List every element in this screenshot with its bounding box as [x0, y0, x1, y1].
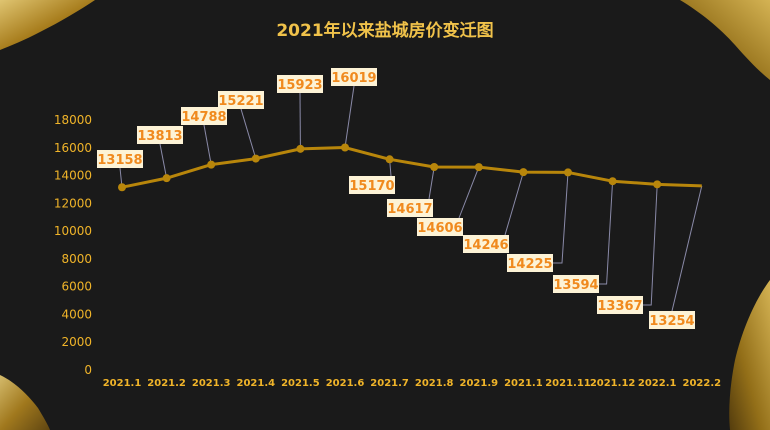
data-label-box: [417, 218, 463, 236]
data-label: 13594: [553, 278, 598, 293]
chart-title: 2021年以来盐城房价变迁图: [276, 20, 493, 41]
series-line-path: [121, 146, 702, 189]
x-tick-label: 2021.5: [281, 378, 320, 389]
y-axis: 0 2000 4000 6000 8000 10000 12000 14000 16000 180…: [54, 113, 92, 377]
label-leader-line: [671, 185, 703, 312]
x-tick-label: 2021.7: [370, 378, 409, 389]
data-label-box: [463, 235, 509, 253]
x-tick-label: 2021.2: [147, 378, 186, 389]
data-label: 13813: [137, 129, 182, 144]
x-tick-label: 2021.1: [504, 378, 543, 389]
x-tick-label: 2021.6: [326, 378, 365, 389]
data-point: [162, 174, 171, 183]
y-tick-label: 8000: [61, 252, 92, 266]
data-label-box: [649, 311, 695, 329]
data-point: [296, 144, 305, 153]
data-label: 15170: [349, 179, 394, 194]
label-leader-line: [240, 108, 257, 159]
data-label-box: [181, 107, 227, 125]
data-label: 14617: [387, 202, 432, 217]
y-tick-label: 14000: [54, 169, 92, 183]
data-label-box: [97, 150, 143, 168]
label-leader-line: [643, 184, 658, 306]
y-tick-label: 0: [84, 363, 92, 377]
label-leader-line: [504, 171, 524, 236]
data-label: 14246: [463, 238, 508, 253]
brush-top-left: [0, 0, 95, 50]
data-point: [385, 155, 394, 164]
x-tick-label: 2021.9: [460, 378, 499, 389]
x-tick-label: 2021.1: [103, 378, 142, 389]
data-label-box: [137, 126, 183, 144]
data-label-box: [597, 296, 643, 314]
data-point: [564, 168, 572, 177]
label-leader-line: [599, 181, 614, 285]
data-points: [118, 143, 662, 192]
data-point: [341, 143, 349, 152]
x-tick-label: 2022.1: [638, 378, 677, 389]
x-tick-label: 2021.3: [192, 378, 231, 389]
label-leader-line: [344, 85, 355, 148]
data-label: 14606: [417, 221, 462, 236]
y-tick-label: 18000: [54, 113, 92, 127]
y-tick-label: 4000: [61, 307, 92, 321]
y-tick-label: 6000: [61, 280, 92, 294]
data-point: [251, 154, 260, 163]
label-leader-line: [203, 124, 212, 165]
data-point: [430, 162, 439, 171]
data-label: 16019: [331, 71, 376, 86]
x-tick-label: 2021.8: [415, 378, 454, 389]
data-label-box: [553, 275, 599, 293]
data-label-box: [349, 176, 395, 194]
data-point: [608, 177, 617, 186]
data-point: [474, 163, 483, 172]
y-tick-label: 16000: [54, 141, 92, 155]
y-tick-label: 10000: [54, 224, 92, 238]
label-leader-lines: [119, 85, 703, 312]
label-leader-line: [159, 143, 168, 179]
data-label: 14788: [181, 110, 226, 125]
series-line: [121, 146, 702, 189]
label-leader-line: [553, 172, 569, 264]
data-label: 14225: [507, 257, 552, 272]
data-label: 13367: [597, 299, 642, 314]
data-label-box: [331, 68, 377, 86]
data-point: [118, 183, 126, 192]
data-label-box: [387, 199, 433, 217]
data-point: [207, 160, 216, 169]
label-leader-line: [428, 166, 435, 200]
data-label-box: [507, 254, 553, 272]
data-label: 15221: [218, 94, 263, 109]
x-tick-label: 2022.2: [683, 378, 722, 389]
data-label-box: [218, 91, 264, 109]
data-label-box: [277, 75, 323, 93]
brush-bottom-right: [729, 280, 770, 430]
data-label: 15923: [277, 78, 322, 93]
x-tick-label: 2021.11: [545, 378, 591, 389]
data-point: [653, 180, 662, 189]
brush-top-right: [680, 0, 770, 80]
x-axis: 2021.1 2021.2 2021.3 2021.4 2021.5 2021.6 2021…: [103, 378, 721, 389]
data-label: 13254: [649, 314, 694, 329]
x-tick-label: 2021.12: [590, 378, 636, 389]
data-point: [519, 168, 528, 177]
brush-bottom-left: [0, 375, 50, 430]
data-label: 13158: [97, 153, 142, 168]
x-tick-label: 2021.4: [237, 378, 276, 389]
y-tick-label: 12000: [54, 196, 92, 210]
y-tick-label: 2000: [61, 335, 92, 349]
label-leader-line: [458, 166, 480, 219]
